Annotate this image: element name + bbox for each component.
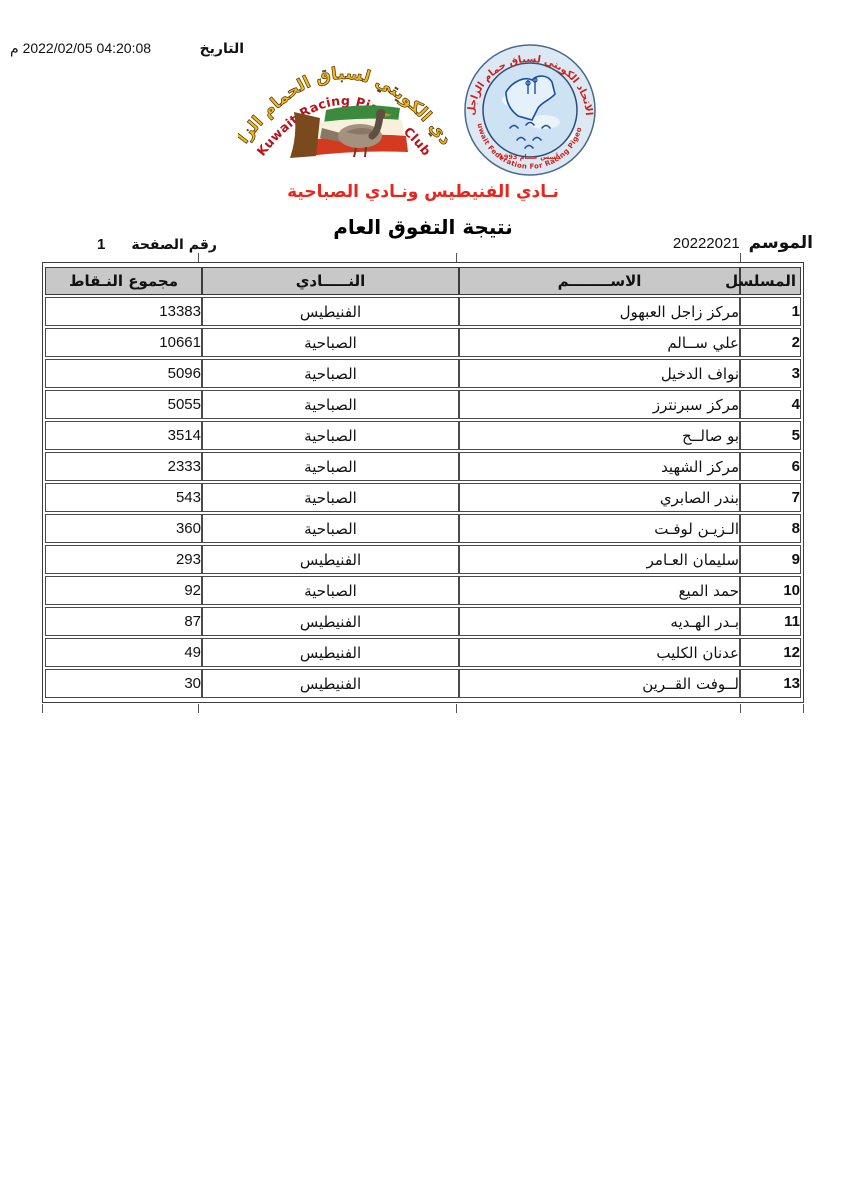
cell-points: 92 xyxy=(45,576,202,605)
cell-serial: 12 xyxy=(740,638,801,667)
cell-name: سليمان العـامر xyxy=(459,545,740,574)
results-table-wrapper: المسلسل الاســــــــم النـــــادي مجموع … xyxy=(42,262,804,703)
cell-serial: 2 xyxy=(740,328,801,357)
cell-club: الصباحية xyxy=(202,421,459,450)
table-row: 5 بو صالــح الصباحية 3514 xyxy=(45,421,801,450)
page-number-row: رقم الصفحة 1 xyxy=(97,236,217,253)
results-table: المسلسل الاســــــــم النـــــادي مجموع … xyxy=(45,265,801,700)
column-header-club: النـــــادي xyxy=(202,267,459,295)
date-value: 04:20:08 2022/02/05 م xyxy=(10,40,152,56)
season-label: الموسم xyxy=(748,233,813,253)
table-row: 7 بندر الصابري الصباحية 543 xyxy=(45,483,801,512)
cell-club: الفنيطيس xyxy=(202,297,459,326)
table-row: 4 مركز سبرنترز الصباحية 5055 xyxy=(45,390,801,419)
cell-name: مركز سبرنترز xyxy=(459,390,740,419)
cell-points: 293 xyxy=(45,545,202,574)
cell-serial: 10 xyxy=(740,576,801,605)
cell-club: الفنيطيس xyxy=(202,607,459,636)
pigeon-icon xyxy=(320,109,392,158)
cell-club: الفنيطيس xyxy=(202,669,459,698)
page-number-value: 1 xyxy=(97,236,106,253)
cell-club: الصباحية xyxy=(202,576,459,605)
kuwait-map-icon xyxy=(505,75,556,121)
cell-points: 30 xyxy=(45,669,202,698)
federation-established-text: تأسس عـــام 1993 xyxy=(499,152,560,161)
page-number-label: رقم الصفحة xyxy=(131,237,217,253)
table-row: 2 علي ســالم الصباحية 10661 xyxy=(45,328,801,357)
table-row: 13 لــوفت القــرين الفنيطيس 30 xyxy=(45,669,801,698)
table-row: 8 الـزيـن لوفـت الصباحية 360 xyxy=(45,514,801,543)
cell-serial: 5 xyxy=(740,421,801,450)
cell-club: الصباحية xyxy=(202,328,459,357)
table-edge-tick xyxy=(740,253,741,262)
table-row: 1 مركز زاجل العبهول الفنيطيس 13383 xyxy=(45,297,801,326)
date-label: التاريخ xyxy=(199,41,244,57)
cell-name: الـزيـن لوفـت xyxy=(459,514,740,543)
cell-points: 2333 xyxy=(45,452,202,481)
table-row: 11 بـدر الهـديه الفنيطيس 87 xyxy=(45,607,801,636)
cell-points: 13383 xyxy=(45,297,202,326)
club-logo: النادي الكويتي لسباق الحمام الزاجل Kuwai… xyxy=(238,44,450,159)
cell-serial: 4 xyxy=(740,390,801,419)
column-header-name: الاســــــــم xyxy=(459,267,740,295)
cell-name: بندر الصابري xyxy=(459,483,740,512)
table-edge-tick xyxy=(42,704,43,713)
cell-club: الصباحية xyxy=(202,452,459,481)
season-value: 20222021 xyxy=(672,235,740,252)
clubs-line: نـادي الفنيطيس ونـادي الصباحية xyxy=(287,182,559,202)
table-row: 3 نواف الدخيل الصباحية 5096 xyxy=(45,359,801,388)
cell-points: 87 xyxy=(45,607,202,636)
cell-club: الصباحية xyxy=(202,483,459,512)
table-edge-tick xyxy=(803,704,804,713)
table-body: 1 مركز زاجل العبهول الفنيطيس 13383 2 علي… xyxy=(45,297,801,698)
cell-name: علي ســالم xyxy=(459,328,740,357)
cell-name: عدنان الكليب xyxy=(459,638,740,667)
bird-icon xyxy=(509,121,551,149)
cell-serial: 3 xyxy=(740,359,801,388)
table-edge-tick xyxy=(456,253,457,262)
cell-serial: 7 xyxy=(740,483,801,512)
table-row: 12 عدنان الكليب الفنيطيس 49 xyxy=(45,638,801,667)
cell-serial: 8 xyxy=(740,514,801,543)
cell-name: حمد الميع xyxy=(459,576,740,605)
cell-name: مركز الشهيد xyxy=(459,452,740,481)
cell-club: الصباحية xyxy=(202,390,459,419)
page-title: نتيجة التفوق العام xyxy=(333,215,513,239)
cell-serial: 6 xyxy=(740,452,801,481)
federation-logo: الاتحاد الكويتي لسباق حمام الزاجل Kuwait… xyxy=(462,42,596,176)
table-edge-tick xyxy=(198,253,199,262)
cell-name: لــوفت القــرين xyxy=(459,669,740,698)
cell-points: 49 xyxy=(45,638,202,667)
table-edge-tick xyxy=(456,704,457,713)
cell-points: 543 xyxy=(45,483,202,512)
cell-name: نواف الدخيل xyxy=(459,359,740,388)
cell-points: 360 xyxy=(45,514,202,543)
date-row: 04:20:08 2022/02/05 م التاريخ xyxy=(10,40,244,57)
cell-serial: 1 xyxy=(740,297,801,326)
cell-club: الفنيطيس xyxy=(202,545,459,574)
table-edge-tick xyxy=(740,704,741,713)
season-row: الموسم 20222021 xyxy=(673,233,813,253)
cell-serial: 9 xyxy=(740,545,801,574)
table-row: 9 سليمان العـامر الفنيطيس 293 xyxy=(45,545,801,574)
column-header-points: مجموع النـقاط xyxy=(45,267,202,295)
column-header-serial: المسلسل xyxy=(725,267,801,295)
cell-points: 10661 xyxy=(45,328,202,357)
cell-club: الصباحية xyxy=(202,514,459,543)
cell-club: الصباحية xyxy=(202,359,459,388)
table-header-row: المسلسل الاســــــــم النـــــادي مجموع … xyxy=(45,267,801,295)
cell-name: مركز زاجل العبهول xyxy=(459,297,740,326)
table-row: 10 حمد الميع الصباحية 92 xyxy=(45,576,801,605)
table-edge-tick xyxy=(198,704,199,713)
cell-points: 5055 xyxy=(45,390,202,419)
table-row: 6 مركز الشهيد الصباحية 2333 xyxy=(45,452,801,481)
cell-points: 3514 xyxy=(45,421,202,450)
cell-name: بـدر الهـديه xyxy=(459,607,740,636)
cell-points: 5096 xyxy=(45,359,202,388)
cell-name: بو صالــح xyxy=(459,421,740,450)
cell-serial: 11 xyxy=(740,607,801,636)
cell-club: الفنيطيس xyxy=(202,638,459,667)
cell-serial: 13 xyxy=(740,669,801,698)
